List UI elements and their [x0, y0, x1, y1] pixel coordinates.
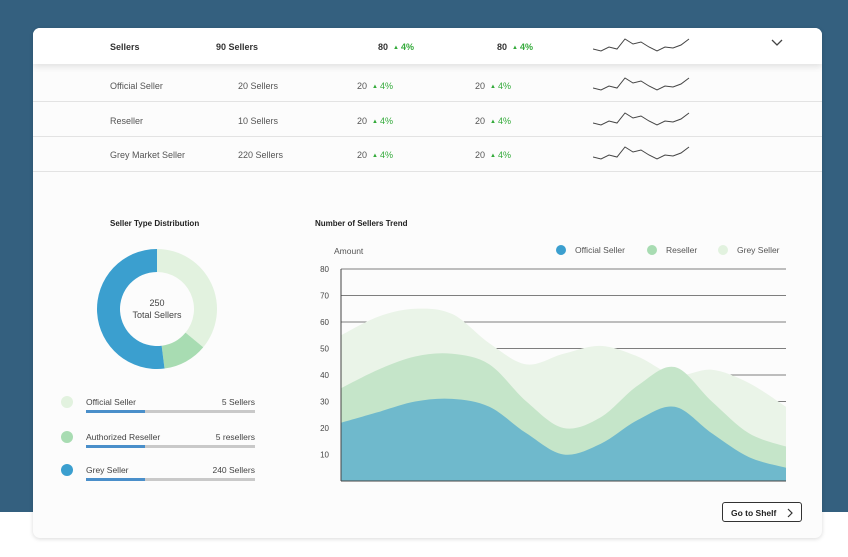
seller-count: 20 Sellers — [238, 81, 279, 91]
legend-item-authorized-reseller: Authorized Reseller 5 resellers — [61, 430, 255, 450]
seller-count: 90 Sellers — [216, 42, 259, 52]
donut-center-label: 250 Total Sellers — [96, 248, 218, 370]
seller-count: 10 Sellers — [238, 116, 279, 126]
y-tick-label: 10 — [320, 451, 329, 460]
legend-dot — [61, 431, 73, 443]
sparkline — [593, 146, 690, 160]
legend-progress-fill — [86, 445, 146, 448]
table-row[interactable]: Official Seller 20 Sellers 20 ▲ 4% 20 ▲ 4% — [33, 67, 822, 102]
chevron-down-icon[interactable] — [771, 39, 783, 47]
table-row[interactable]: Reseller 10 Sellers 20 ▲ 4% 20 ▲ 4% — [33, 102, 822, 137]
up-arrow-icon: ▲ — [490, 153, 496, 159]
legend-dot — [556, 245, 566, 255]
legend-value: 5 resellers — [215, 432, 255, 442]
metric-2: 20 ▲ 4% — [475, 81, 511, 91]
trend-title: Number of Sellers Trend — [315, 219, 408, 228]
chevron-right-icon — [787, 508, 793, 518]
seller-type-name: Official Seller — [110, 81, 163, 91]
y-tick-label: 60 — [320, 318, 329, 327]
legend-item-official-seller: Official Seller 5 Sellers — [61, 395, 255, 415]
up-arrow-icon: ▲ — [372, 84, 378, 90]
y-tick-label: 20 — [320, 424, 329, 433]
donut-slice-authorized-reseller — [161, 332, 204, 369]
sellers-card: Sellers 90 Sellers 80 ▲ 4% 80 ▲ 4% Official … — [33, 28, 822, 538]
seller-count: 220 Sellers — [238, 150, 284, 160]
legend-progress-bar — [86, 445, 255, 448]
table-header-row[interactable]: Sellers 90 Sellers 80 ▲ 4% 80 ▲ 4% — [33, 28, 822, 64]
legend-progress-bar — [86, 478, 255, 481]
go-to-shelf-button[interactable]: Go to Shelf — [722, 502, 802, 522]
legend-progress-fill — [86, 478, 146, 481]
metric-1: 20 ▲ 4% — [357, 150, 393, 160]
legend-value: 240 Sellers — [212, 465, 255, 475]
sparkline — [593, 77, 690, 91]
donut-slice-grey-seller — [97, 249, 165, 369]
up-arrow-icon: ▲ — [512, 45, 518, 51]
legend-label: Authorized Reseller — [86, 432, 161, 442]
total-label: Total Sellers — [132, 310, 182, 320]
go-to-shelf-label: Go to Shelf — [731, 508, 777, 518]
sparkline — [593, 38, 690, 52]
legend-label: Reseller — [666, 245, 697, 255]
area-official-seller — [341, 398, 786, 481]
metric-2: 80 ▲ 4% — [497, 42, 533, 52]
donut-chart: 250 Total Sellers — [96, 248, 218, 370]
metric-1: 20 ▲ 4% — [357, 116, 393, 126]
metric-2: 20 ▲ 4% — [475, 150, 511, 160]
y-axis-label: Amount — [334, 246, 364, 256]
seller-type-name: Reseller — [110, 116, 144, 126]
legend-dot — [718, 245, 728, 255]
table-row[interactable]: Grey Market Seller 220 Sellers 20 ▲ 4% 20 ▲… — [33, 137, 822, 172]
y-tick-label: 80 — [320, 265, 329, 274]
legend-label: Grey Seller — [737, 245, 780, 255]
up-arrow-icon: ▲ — [372, 153, 378, 159]
donut-slice-official-seller — [157, 249, 217, 348]
legend-label: Official Seller — [575, 245, 625, 255]
y-tick-label: 40 — [320, 371, 329, 380]
up-arrow-icon: ▲ — [393, 45, 399, 51]
donut-svg — [97, 249, 217, 369]
legend-value: 5 Sellers — [221, 397, 255, 407]
y-tick-label: 30 — [320, 398, 329, 407]
legend-progress-fill — [86, 410, 146, 413]
legend-item-grey-seller: Grey Seller 240 Sellers — [61, 463, 255, 483]
up-arrow-icon: ▲ — [490, 84, 496, 90]
area-chart: Amount 10 20 30 40 50 60 70 80 Official Seller Res… — [320, 245, 786, 482]
legend-label: Official Seller — [86, 397, 136, 407]
sparkline — [593, 112, 690, 126]
y-tick-label: 50 — [320, 345, 329, 354]
legend-label: Grey Seller — [86, 465, 129, 475]
metric-1: 80 ▲ 4% — [378, 42, 414, 52]
seller-type-name: Sellers — [110, 42, 140, 52]
metric-1: 20 ▲ 4% — [357, 81, 393, 91]
legend-dot — [61, 396, 73, 408]
up-arrow-icon: ▲ — [372, 119, 378, 125]
seller-type-name: Grey Market Seller — [110, 150, 186, 160]
legend-dot — [647, 245, 657, 255]
legend-dot — [61, 464, 73, 476]
up-arrow-icon: ▲ — [490, 119, 496, 125]
y-tick-label: 70 — [320, 292, 329, 301]
legend-progress-bar — [86, 410, 255, 413]
metric-2: 20 ▲ 4% — [475, 116, 511, 126]
total-value: 250 — [149, 298, 165, 308]
distribution-title: Seller Type Distribution — [110, 219, 200, 228]
